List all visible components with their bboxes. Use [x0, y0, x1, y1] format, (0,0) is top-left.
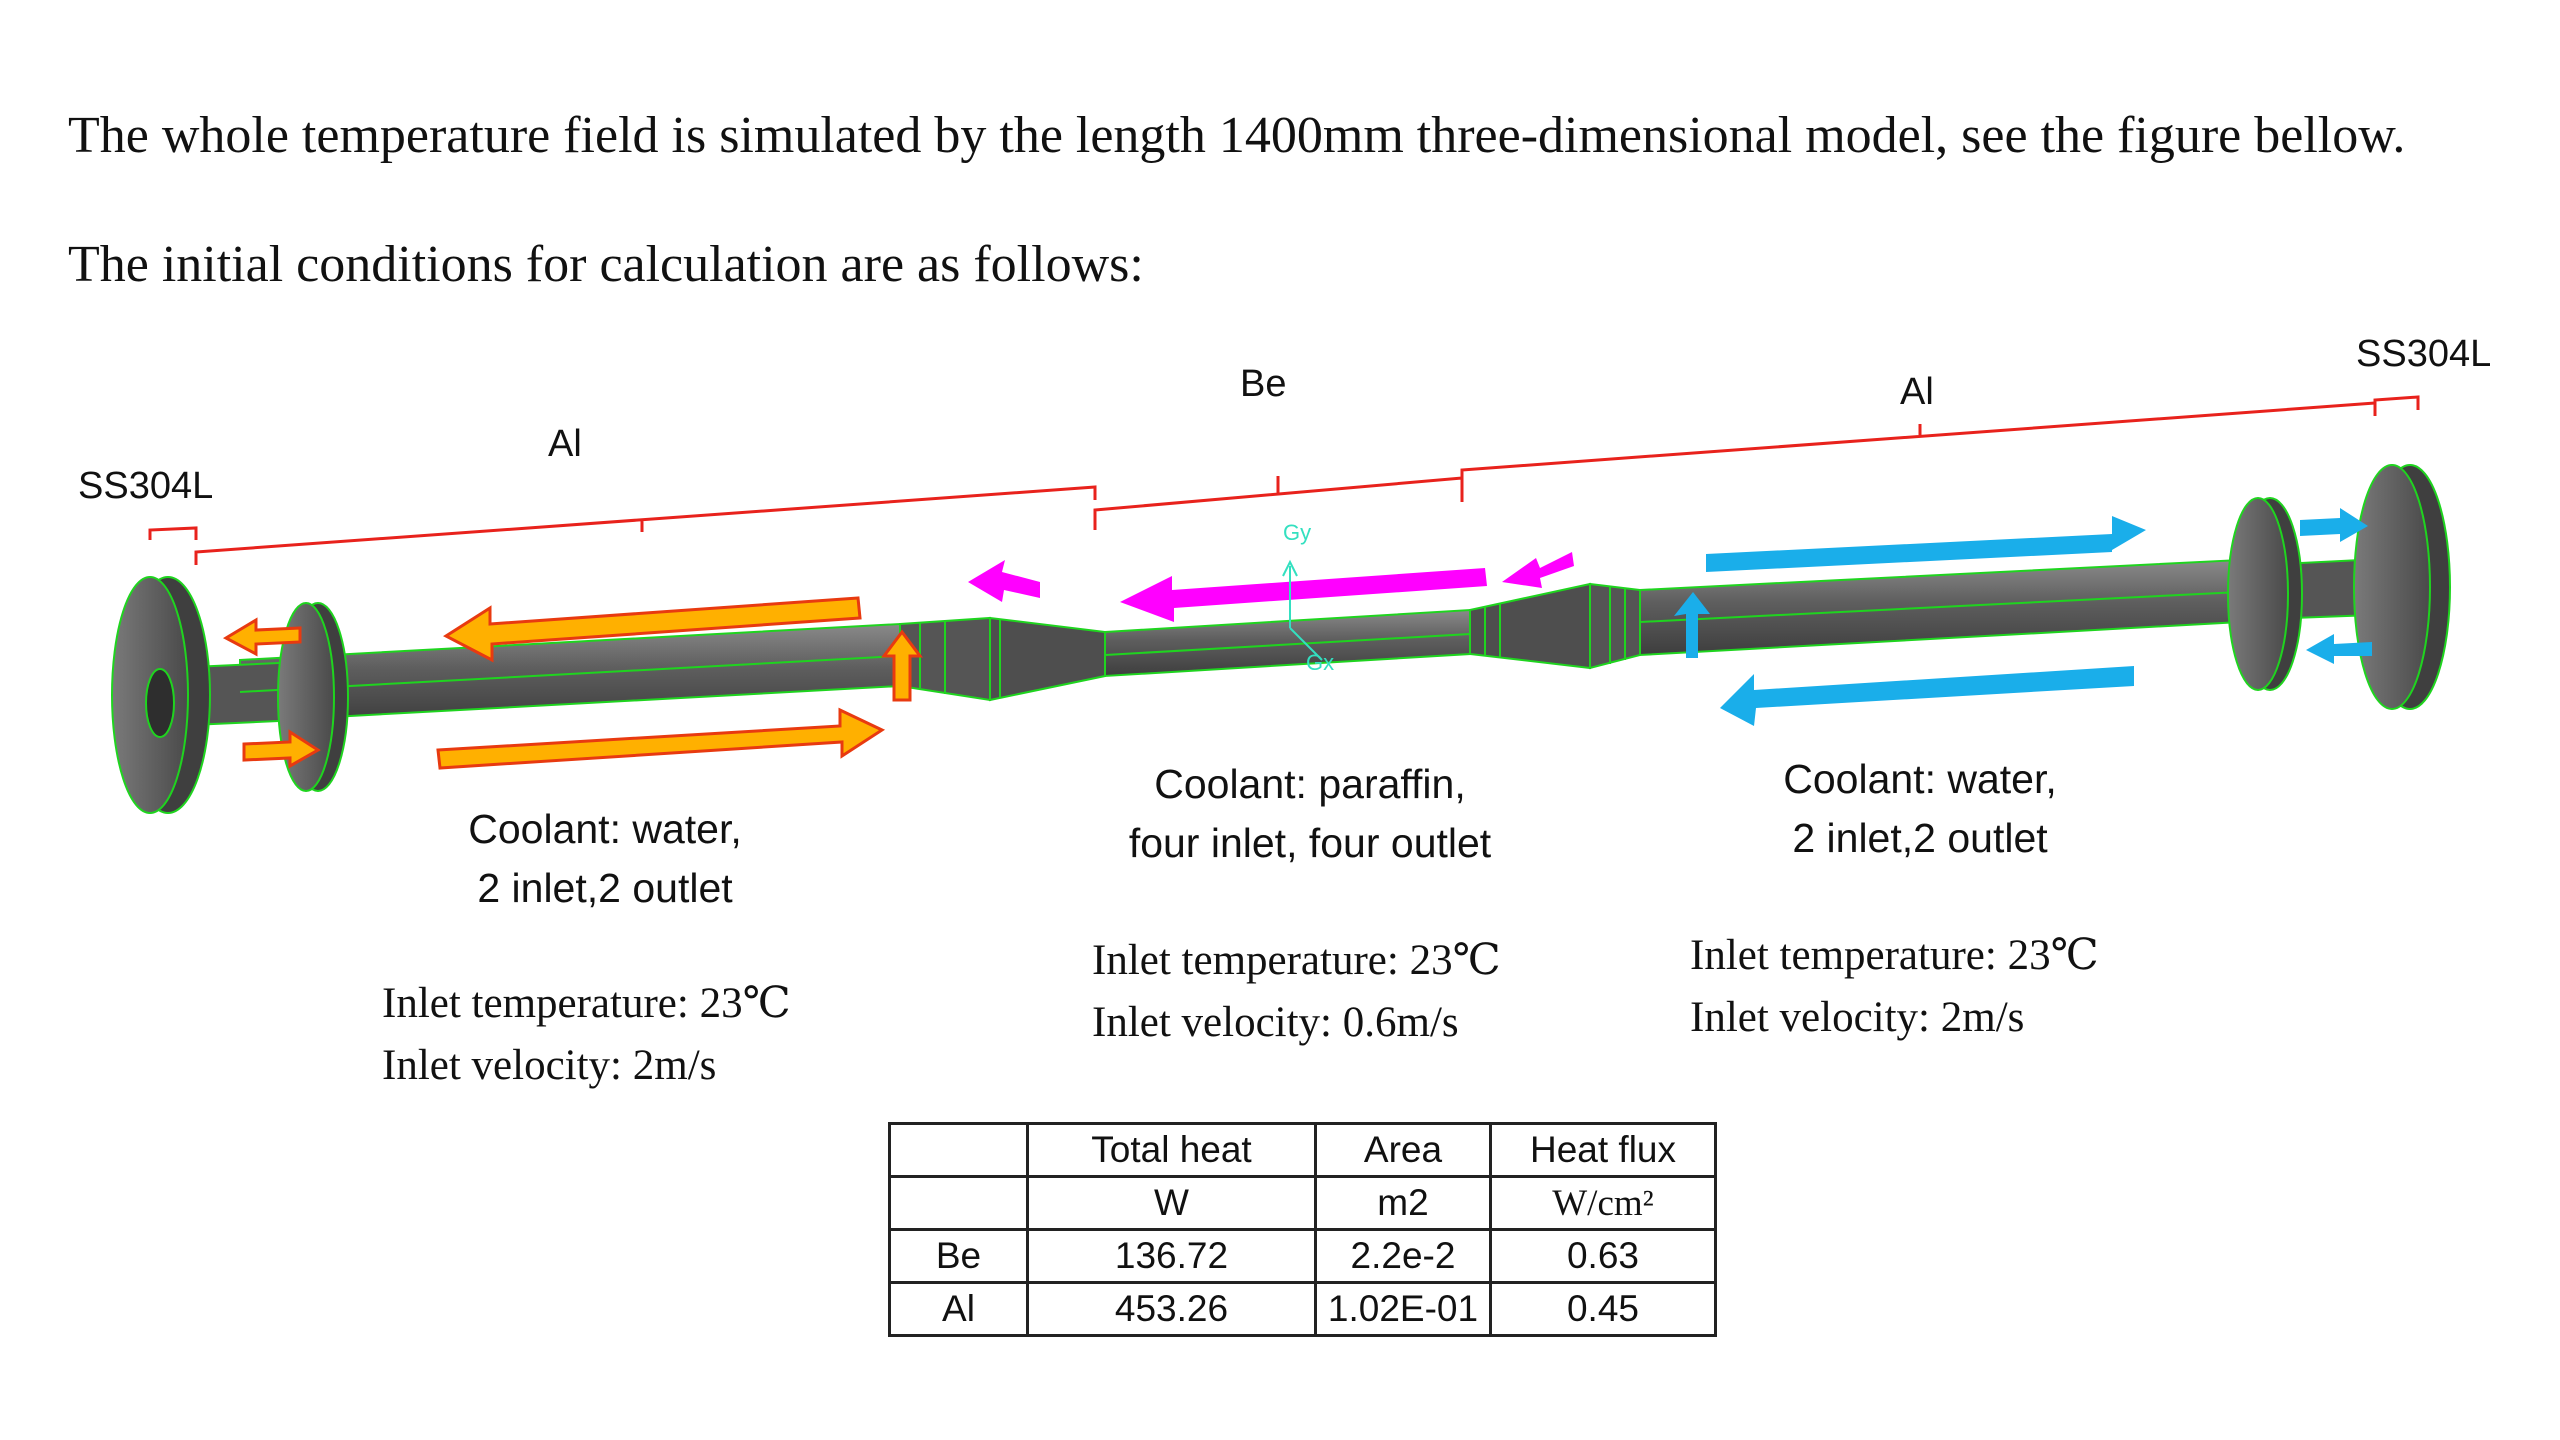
- table-cell: 1.02E-01: [1314, 1281, 1492, 1337]
- table-header-row: Total heat Area Heat flux: [888, 1122, 1717, 1178]
- bracket-al-left: [194, 485, 1097, 565]
- table-cell: [888, 1175, 1029, 1231]
- table-header-total-heat: Total heat: [1026, 1122, 1317, 1178]
- arrow-orange-bottom: [436, 707, 886, 770]
- coolant-right-line1: Coolant: water,: [1783, 756, 2057, 802]
- coolant-left-line2: 2 inlet,2 outlet: [477, 865, 733, 912]
- label-al-right: Al: [1900, 371, 1934, 413]
- conditions-middle: Inlet temperature: 23℃ Inlet velocity: 0…: [1092, 930, 1501, 1055]
- conditions-middle-velocity: Inlet velocity: 0.6m/s: [1092, 999, 1459, 1047]
- bracket-al-right: [1460, 401, 2377, 478]
- coolant-middle-line1: Coolant: paraffin,: [1154, 761, 1466, 807]
- arrow-blue-in-right: [2300, 508, 2368, 542]
- conditions-middle-temp: Inlet temperature: 23℃: [1092, 937, 1501, 984]
- transition-right: [1589, 582, 1641, 670]
- coolant-right: Coolant: water, 2 inlet,2 outlet: [1760, 750, 2080, 869]
- table-row: Al 453.26 1.02E-01 0.45: [888, 1281, 1717, 1337]
- coolant-left: Coolant: water, 2 inlet,2 outlet: [455, 800, 755, 919]
- conditions-left-temp: Inlet temperature: 23℃: [382, 980, 791, 1027]
- arrow-magenta-right: [1502, 552, 1574, 588]
- table-row: Be 136.72 2.2e-2 0.63: [888, 1228, 1717, 1284]
- conditions-right: Inlet temperature: 23℃ Inlet velocity: 2…: [1690, 925, 2099, 1050]
- table-cell: 453.26: [1026, 1281, 1317, 1337]
- axis-label-gy: Gy: [1283, 520, 1311, 545]
- tube-be: [1104, 608, 1471, 678]
- label-al-left: Al: [548, 423, 582, 465]
- arrow-orange-in-left: [242, 729, 321, 769]
- label-ss304l-left: SS304L: [78, 465, 213, 507]
- arrow-blue-top: [1706, 516, 2146, 572]
- heat-load-table: Total heat Area Heat flux W m2 W/cm² Be …: [888, 1122, 1717, 1337]
- label-ss304l-right: SS304L: [2356, 333, 2491, 375]
- conditions-right-velocity: Inlet velocity: 2m/s: [1690, 994, 2025, 1042]
- bracket-ss-right: [2373, 395, 2420, 416]
- table-unit-row: W m2 W/cm²: [888, 1175, 1717, 1231]
- section-brackets: [148, 395, 2420, 565]
- arrow-orange-up: [881, 629, 923, 702]
- cone-right: [1469, 582, 1591, 670]
- coolant-middle-line2: four inlet, four outlet: [1128, 820, 1492, 867]
- arrow-magenta-main: [1120, 568, 1487, 622]
- arrows-orange: [222, 596, 923, 770]
- arrow-magenta-left: [968, 560, 1040, 602]
- intro-line-2: The initial conditions for calculation a…: [68, 236, 1144, 293]
- table-unit-total-heat: W: [1026, 1175, 1317, 1231]
- table-cell: 2.2e-2: [1314, 1228, 1492, 1284]
- table-cell: 136.72: [1026, 1228, 1317, 1284]
- arrow-orange-top: [443, 596, 862, 663]
- bracket-be: [1093, 476, 1464, 530]
- flange-right-inner: [2227, 497, 2303, 691]
- conditions-left: Inlet temperature: 23℃ Inlet velocity: 2…: [382, 973, 791, 1098]
- conditions-left-velocity: Inlet velocity: 2m/s: [382, 1042, 717, 1090]
- table-cell: 0.45: [1489, 1281, 1717, 1337]
- flange-left-outer: [111, 576, 211, 814]
- table-unit-heat-flux: W/cm²: [1489, 1175, 1717, 1231]
- coolant-left-line1: Coolant: water,: [468, 806, 742, 852]
- arrow-blue-out-right: [2306, 634, 2372, 664]
- arrow-orange-out-left: [222, 617, 302, 657]
- table-unit-area: m2: [1314, 1175, 1492, 1231]
- flange-right-outer: [2353, 464, 2451, 710]
- coolant-middle: Coolant: paraffin, four inlet, four outl…: [1100, 755, 1520, 874]
- table-cell: [888, 1122, 1029, 1178]
- arrows-blue: [1674, 508, 2372, 726]
- axis-triad: [1282, 559, 1323, 661]
- arrow-blue-up: [1674, 592, 1710, 658]
- table-row-label: Al: [888, 1281, 1029, 1337]
- label-be: Be: [1240, 363, 1286, 405]
- table-row-label: Be: [888, 1228, 1029, 1284]
- cone-left: [989, 616, 1106, 702]
- conditions-right-temp: Inlet temperature: 23℃: [1690, 932, 2099, 979]
- arrows-magenta: [968, 552, 1574, 622]
- intro-line-1: The whole temperature field is simulated…: [68, 107, 2406, 164]
- table-header-heat-flux: Heat flux: [1489, 1122, 1717, 1178]
- arrow-blue-bottom: [1720, 666, 2134, 726]
- axis-label-gx: Gx: [1306, 650, 1334, 675]
- table-cell: 0.63: [1489, 1228, 1717, 1284]
- coolant-right-line2: 2 inlet,2 outlet: [1792, 815, 2048, 862]
- tube-body: [169, 556, 2401, 728]
- table-header-area: Area: [1314, 1122, 1492, 1178]
- bracket-ss-left: [148, 526, 198, 540]
